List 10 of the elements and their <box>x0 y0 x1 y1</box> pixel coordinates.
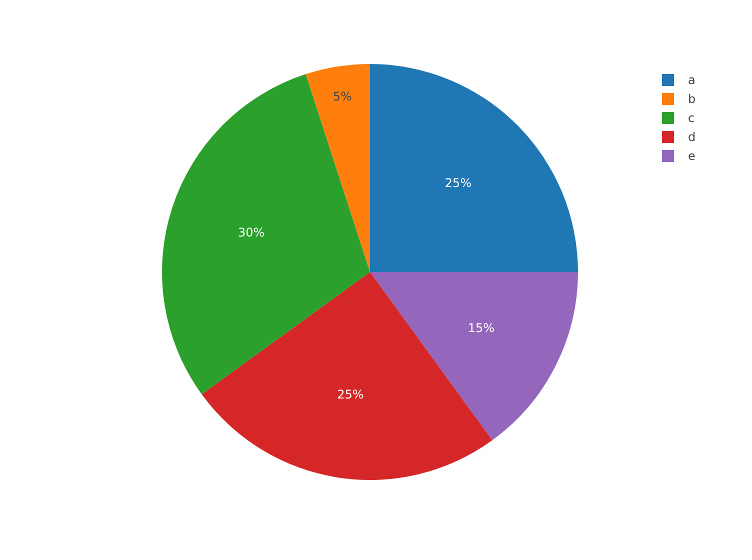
data-label: 25% <box>337 387 364 402</box>
legend-label: e <box>688 148 696 162</box>
data-label: 15% <box>468 320 495 335</box>
legend-label: c <box>688 110 695 124</box>
data-label: 30% <box>238 226 265 240</box>
data-label: 5% <box>332 90 352 104</box>
legend-label: d <box>688 130 696 144</box>
data-label: 25% <box>444 176 472 190</box>
legend-label: b <box>688 92 696 106</box>
legend-label: a <box>688 72 696 86</box>
